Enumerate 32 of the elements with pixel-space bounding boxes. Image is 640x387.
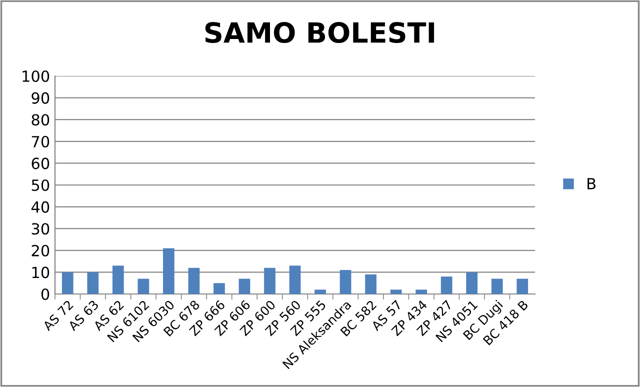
y-tick-label: 80: [32, 114, 50, 126]
y-tick-label: 10: [32, 266, 50, 278]
y-tick-label: 40: [31, 201, 50, 213]
bar: [112, 266, 124, 294]
y-tick-label: 90: [32, 92, 50, 104]
y-tick-label: 20: [32, 244, 50, 256]
bar: [214, 283, 225, 294]
bar: [163, 248, 174, 294]
bar: [340, 270, 352, 294]
y-tick-label: 100: [22, 70, 50, 82]
bar: [491, 278, 503, 294]
y-tick-label: 60: [32, 158, 50, 170]
y-tick-label: 0: [41, 288, 50, 300]
bar: [264, 268, 276, 294]
y-tick-label: 30: [32, 223, 50, 235]
bar: [289, 266, 301, 294]
bar: [138, 278, 150, 294]
bar: [62, 272, 74, 294]
bar: [440, 276, 452, 294]
bar: [466, 272, 478, 294]
chart-title: SAMO BOLESTI: [205, 22, 434, 44]
y-tick-label: 70: [32, 136, 50, 148]
legend-label: B: [588, 178, 596, 190]
bar: [188, 268, 200, 294]
bar: [390, 290, 402, 294]
bar: [314, 290, 326, 294]
bar: [238, 278, 250, 294]
bar: [365, 274, 376, 294]
bar: [516, 278, 528, 294]
bar: [416, 290, 427, 294]
y-tick-label: 50: [32, 179, 50, 192]
bar: [87, 272, 99, 294]
